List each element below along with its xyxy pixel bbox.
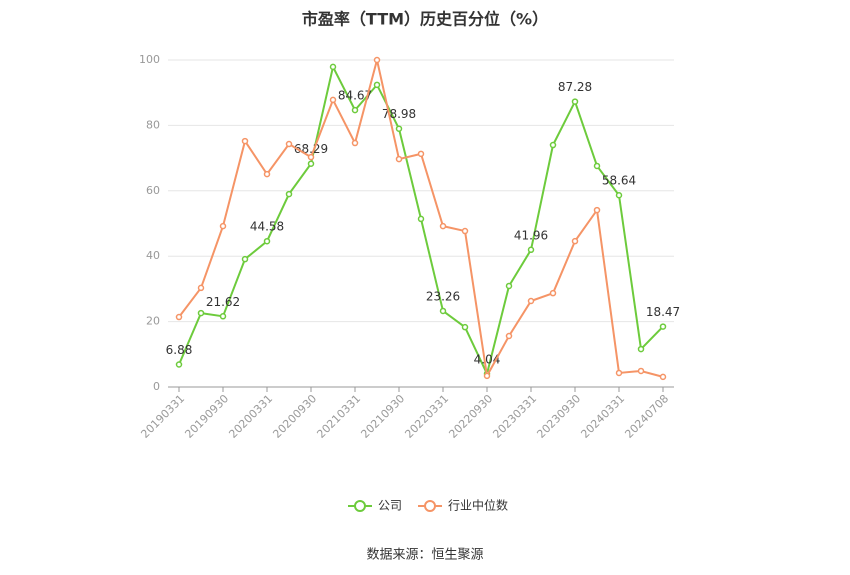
x-tick-label: 20190930 [182,392,231,441]
data-label: 58.64 [602,174,636,188]
point [285,140,293,148]
data-label: 23.26 [426,289,460,303]
point [241,137,249,145]
chart-title: 市盈率（TTM）历史百分位（%） [302,10,548,29]
point [593,206,601,214]
point [307,153,315,161]
y-tick-label: 100 [139,53,160,66]
point [505,332,513,340]
y-tick-label: 40 [146,249,160,262]
legend-label: 公司 [378,499,402,513]
data-label: 41.96 [514,228,548,242]
point [417,215,425,223]
y-tick-label: 80 [146,118,160,131]
legend-marker [424,500,437,512]
y-tick-label: 60 [146,184,160,197]
point [351,106,359,114]
point [395,125,403,132]
x-tick-label: 20220930 [446,392,495,441]
point [571,237,579,245]
legend-marker [354,500,366,512]
point [549,141,557,149]
legend-label: 行业中位数 [448,498,508,513]
data-label: 84.67 [338,89,372,103]
x-tick-label: 20230331 [490,392,539,441]
point [571,98,579,105]
point [461,227,469,235]
point [197,309,205,317]
point [219,313,227,320]
data-label: 44.58 [250,220,284,234]
data-label: 18.47 [646,305,680,319]
x-tick-label: 20230930 [534,392,583,441]
y-tick-label: 20 [146,315,160,328]
point [593,162,601,170]
x-tick-label: 20200331 [226,392,275,441]
point [659,373,667,381]
point [219,222,227,230]
point [461,323,469,331]
x-tick-label: 20240708 [622,392,671,441]
point [241,255,249,263]
point [659,323,667,330]
point [351,139,359,147]
point [395,155,403,163]
y-tick-label: 0 [153,380,160,393]
x-tick-label: 20210930 [358,392,407,441]
point [263,170,271,178]
source: 数据来源：恒生聚源 [366,548,483,563]
x-tick-label: 20240331 [578,392,627,441]
point [373,81,381,89]
data-label: 6.88 [166,343,193,357]
point [527,246,535,254]
x-tick-label: 20210331 [314,392,363,441]
point [483,372,491,380]
point [549,289,557,297]
point [285,190,293,198]
x-tick-label: 20190331 [138,392,187,441]
point [637,345,645,353]
point [175,361,183,368]
point [527,297,535,305]
point [439,307,447,315]
point [615,191,623,199]
point [637,367,645,375]
data-label: 87.28 [558,80,592,94]
point [329,96,337,104]
data-label: 21.62 [206,295,240,309]
x-tick-label: 20200930 [270,392,319,441]
point [307,160,315,167]
x-tick-label: 20220331 [402,392,451,441]
point [329,63,337,71]
point [505,282,513,290]
point [175,313,183,321]
point [615,369,623,377]
point [373,56,381,64]
point [439,222,447,230]
point [417,150,425,158]
point [197,284,205,292]
point [263,237,271,245]
